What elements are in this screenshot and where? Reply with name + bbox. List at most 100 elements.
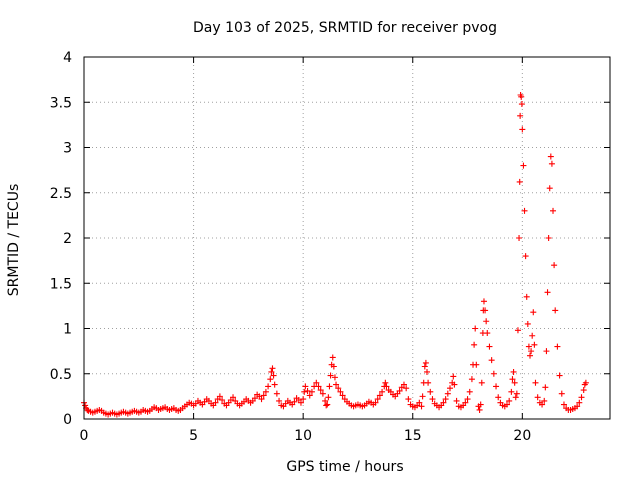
data-point — [216, 393, 223, 400]
y-axis-label: SRMTID / TECUs — [6, 184, 22, 297]
y-tick-label: 4 — [63, 50, 72, 66]
data-point — [525, 343, 532, 350]
data-point — [462, 399, 469, 406]
data-point — [519, 126, 526, 133]
grid-lines — [84, 57, 610, 419]
data-point — [329, 354, 336, 361]
data-point — [477, 401, 484, 408]
y-tick-label: 0.5 — [50, 367, 72, 383]
data-point — [442, 396, 449, 403]
y-tick-label: 2.5 — [50, 186, 72, 202]
data-point — [531, 341, 538, 348]
chart-title: Day 103 of 2025, SRMTID for receiver pvo… — [193, 20, 497, 36]
data-point — [488, 357, 495, 364]
data-point — [509, 376, 516, 383]
x-axis-label: GPS time / hours — [286, 459, 403, 475]
data-point — [450, 373, 457, 380]
y-tick-label: 2 — [63, 231, 72, 247]
data-point — [372, 399, 379, 406]
data-point — [212, 399, 219, 406]
data-point — [301, 388, 308, 395]
data-point — [444, 390, 451, 397]
data-point — [542, 384, 549, 391]
data-point — [543, 348, 550, 355]
data-point — [490, 370, 497, 377]
data-point — [532, 379, 539, 386]
data-point — [482, 307, 489, 314]
data-point — [503, 401, 510, 408]
data-point — [396, 387, 403, 394]
data-point — [453, 397, 460, 404]
data-point — [324, 401, 331, 408]
data-point — [440, 399, 447, 406]
plot-frame — [83, 56, 611, 420]
data-point — [333, 381, 340, 388]
data-point — [322, 397, 329, 404]
data-point — [574, 403, 581, 410]
data-point — [576, 399, 583, 406]
data-point — [271, 381, 278, 388]
data-point — [262, 388, 269, 395]
data-point — [524, 320, 531, 327]
data-point — [270, 372, 277, 379]
data-point — [337, 388, 344, 395]
data-point — [523, 293, 530, 300]
data-point — [517, 112, 524, 119]
data-point — [508, 388, 515, 395]
data-point — [534, 394, 541, 401]
y-tick-labels: 0 0.5 1 1.5 2 2.5 3 3.5 4 — [50, 50, 72, 428]
data-point — [506, 397, 513, 404]
data-point — [529, 332, 536, 339]
data-point — [400, 381, 407, 388]
data-point — [273, 390, 280, 397]
data-point — [251, 395, 258, 402]
data-point — [516, 178, 523, 185]
data-point — [527, 352, 534, 359]
data-point — [323, 402, 330, 409]
data-point — [476, 406, 483, 413]
data-point — [495, 394, 502, 401]
data-point — [544, 289, 551, 296]
data-point — [483, 318, 490, 325]
x-tick-label: 10 — [294, 428, 312, 444]
x-tick-labels: 0 5 10 15 20 — [80, 428, 532, 444]
data-point — [379, 388, 386, 395]
data-point — [325, 394, 332, 401]
data-point — [464, 396, 471, 403]
data-point — [473, 361, 480, 368]
data-point — [551, 262, 558, 269]
data-point — [558, 390, 565, 397]
data-point — [518, 93, 525, 100]
data-point — [468, 376, 475, 383]
data-point — [300, 396, 307, 403]
data-point — [556, 372, 563, 379]
data-point — [297, 399, 304, 406]
data-point — [269, 365, 276, 372]
data-point — [552, 307, 559, 314]
data-point — [480, 298, 487, 305]
data-point — [447, 385, 454, 392]
data-point — [520, 162, 527, 169]
data-point — [510, 368, 517, 375]
data-point — [548, 160, 555, 167]
data-point — [230, 394, 237, 401]
data-point — [374, 396, 381, 403]
data-point — [327, 372, 334, 379]
data-point — [514, 327, 521, 334]
y-tick-label: 1 — [63, 322, 72, 338]
x-tick-label: 15 — [404, 428, 422, 444]
data-point — [258, 396, 265, 403]
data-point — [330, 363, 337, 370]
data-point — [306, 392, 313, 399]
data-point — [511, 379, 518, 386]
data-point — [522, 253, 529, 260]
axis-ticks — [83, 56, 610, 420]
data-point — [219, 396, 226, 403]
data-point — [419, 393, 426, 400]
data-point — [405, 396, 412, 403]
data-point — [550, 207, 557, 214]
data-point — [268, 368, 275, 375]
data-point — [521, 207, 528, 214]
data-point — [382, 379, 389, 386]
